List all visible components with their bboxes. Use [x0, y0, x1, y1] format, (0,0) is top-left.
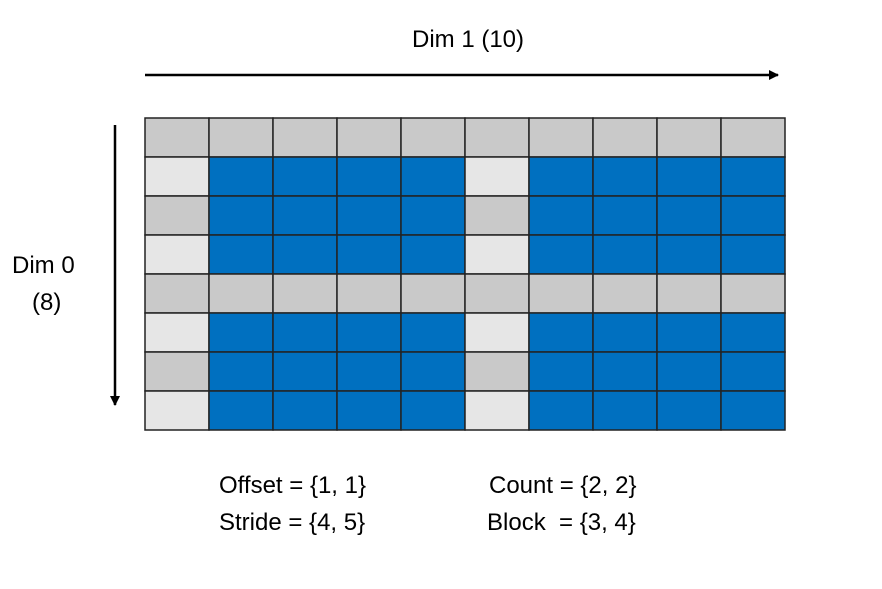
selected-cell — [272, 195, 338, 236]
selected-cell — [208, 195, 274, 236]
unselected-cell-dark — [592, 273, 658, 314]
selected-cell — [272, 156, 338, 197]
selected-cell — [400, 156, 466, 197]
unselected-cell-dark — [720, 273, 786, 314]
unselected-cell-dark — [272, 273, 338, 314]
block-label: Block = {3, 4} — [487, 509, 636, 536]
selected-cell — [592, 156, 658, 197]
selected-cell — [336, 312, 402, 353]
offset-label: Offset = {1, 1} — [219, 472, 366, 499]
unselected-cell-dark — [208, 273, 274, 314]
selected-cell — [208, 312, 274, 353]
selected-cell — [208, 156, 274, 197]
selected-cell — [336, 390, 402, 431]
dim0-label: Dim 0 — [12, 252, 75, 279]
selected-cell — [272, 312, 338, 353]
selected-cell — [528, 234, 594, 275]
unselected-cell-dark — [528, 273, 594, 314]
unselected-cell-dark — [464, 351, 530, 392]
unselected-cell-dark — [144, 351, 210, 392]
selected-cell — [336, 351, 402, 392]
data-grid — [144, 117, 786, 431]
unselected-cell-dark — [336, 117, 402, 158]
unselected-cell-light — [464, 234, 530, 275]
unselected-cell-dark — [144, 195, 210, 236]
unselected-cell-light — [144, 156, 210, 197]
selected-cell — [400, 195, 466, 236]
selected-cell — [400, 351, 466, 392]
selected-cell — [528, 195, 594, 236]
unselected-cell-light — [464, 156, 530, 197]
selected-cell — [720, 234, 786, 275]
selected-cell — [400, 234, 466, 275]
unselected-cell-dark — [592, 117, 658, 158]
unselected-cell-dark — [272, 117, 338, 158]
selected-cell — [656, 312, 722, 353]
selected-cell — [656, 156, 722, 197]
selected-cell — [720, 390, 786, 431]
dim0-size-label: (8) — [32, 289, 62, 316]
selected-cell — [208, 234, 274, 275]
selected-cell — [336, 195, 402, 236]
selected-cell — [336, 234, 402, 275]
selected-cell — [272, 351, 338, 392]
count-label: Count = {2, 2} — [489, 472, 637, 499]
unselected-cell-dark — [656, 273, 722, 314]
selected-cell — [592, 234, 658, 275]
unselected-cell-dark — [400, 117, 466, 158]
unselected-cell-dark — [400, 273, 466, 314]
stride-label: Stride = {4, 5} — [219, 509, 366, 536]
unselected-cell-light — [464, 390, 530, 431]
dim1-label: Dim 1 (10) — [412, 26, 525, 53]
unselected-cell-dark — [464, 117, 530, 158]
selected-cell — [720, 156, 786, 197]
unselected-cell-light — [144, 312, 210, 353]
unselected-cell-light — [144, 390, 210, 431]
selected-cell — [592, 351, 658, 392]
unselected-cell-dark — [208, 117, 274, 158]
selected-cell — [528, 156, 594, 197]
unselected-cell-light — [464, 312, 530, 353]
unselected-cell-dark — [720, 117, 786, 158]
unselected-cell-dark — [656, 117, 722, 158]
unselected-cell-dark — [464, 273, 530, 314]
selected-cell — [656, 195, 722, 236]
selected-cell — [208, 351, 274, 392]
selected-cell — [592, 312, 658, 353]
selected-cell — [592, 195, 658, 236]
selected-cell — [336, 156, 402, 197]
selected-cell — [720, 312, 786, 353]
unselected-cell-dark — [144, 117, 210, 158]
selected-cell — [528, 351, 594, 392]
selected-cell — [720, 195, 786, 236]
unselected-cell-dark — [528, 117, 594, 158]
selected-cell — [592, 390, 658, 431]
selected-cell — [272, 390, 338, 431]
selected-cell — [528, 312, 594, 353]
selected-cell — [400, 390, 466, 431]
selected-cell — [656, 234, 722, 275]
unselected-cell-dark — [144, 273, 210, 314]
selected-cell — [208, 390, 274, 431]
selected-cell — [528, 390, 594, 431]
unselected-cell-light — [144, 234, 210, 275]
selected-cell — [656, 390, 722, 431]
unselected-cell-dark — [464, 195, 530, 236]
unselected-cell-dark — [336, 273, 402, 314]
selected-cell — [272, 234, 338, 275]
selected-cell — [720, 351, 786, 392]
selected-cell — [656, 351, 722, 392]
selected-cell — [400, 312, 466, 353]
